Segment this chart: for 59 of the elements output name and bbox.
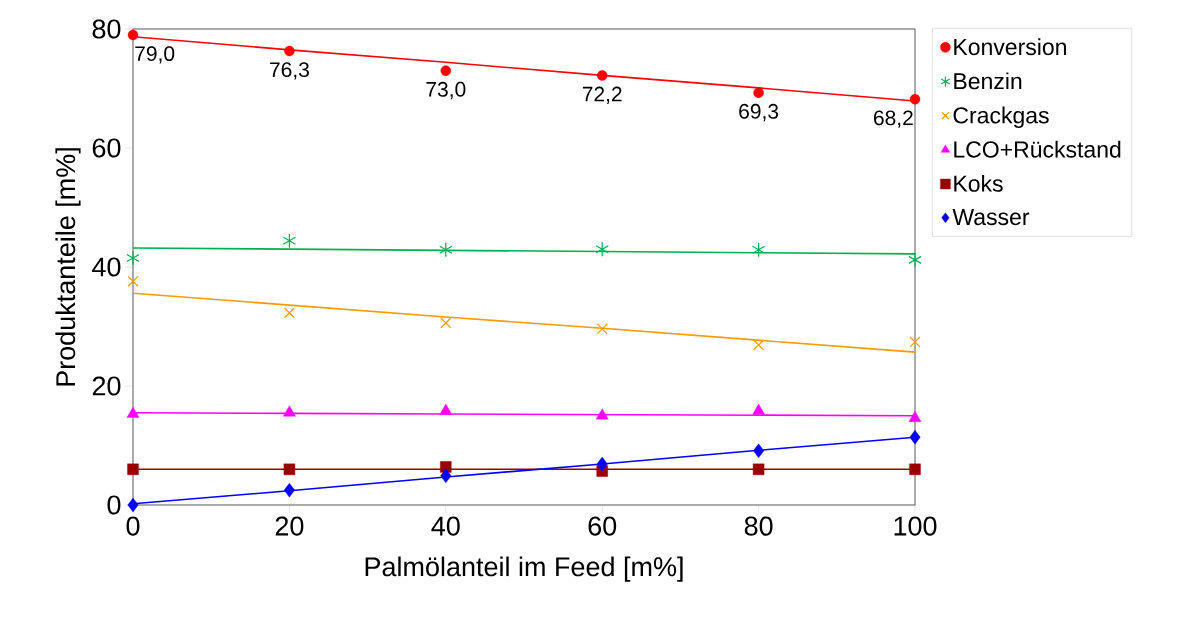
data-label: 79,0: [135, 46, 175, 64]
legend-label: Wasser: [952, 209, 1030, 226]
point: [127, 29, 139, 41]
point: [127, 463, 139, 475]
point: [283, 307, 295, 319]
point: [283, 405, 296, 417]
point: [440, 468, 452, 484]
point: [284, 45, 295, 57]
point: [909, 463, 921, 475]
point: [753, 339, 765, 351]
y-tick-label: 20: [92, 376, 121, 396]
x-tick-label: 0: [126, 516, 140, 536]
point: [909, 429, 921, 445]
point: [439, 403, 453, 415]
point: [127, 497, 139, 513]
point: [909, 94, 921, 105]
point: [440, 317, 452, 329]
legend-label: LCO+Rückstand: [954, 140, 1121, 158]
data-label: 72,2: [582, 86, 622, 104]
legend-label: Koks: [954, 174, 1003, 192]
point: [127, 275, 139, 287]
point: [753, 443, 765, 459]
point: [908, 252, 922, 268]
x-tick-label: 60: [588, 516, 617, 536]
x-tick-label: 20: [275, 516, 304, 536]
x-tick-label: 80: [744, 516, 773, 536]
point: [282, 233, 297, 249]
legend-label: Benzin: [954, 72, 1022, 90]
point: [753, 87, 764, 98]
point: [752, 403, 765, 415]
y-tick-label: 0: [107, 495, 121, 515]
legend-label: Crackgas: [953, 106, 1049, 129]
point: [126, 406, 140, 418]
point: [752, 463, 765, 475]
point: [597, 70, 608, 81]
point: [908, 410, 922, 422]
point: [283, 482, 295, 498]
legend-label: Konversion: [954, 38, 1066, 56]
y-tick-label: 80: [92, 19, 121, 39]
data-label: 76,3: [270, 62, 309, 80]
x-tick-label: 40: [431, 516, 460, 536]
x-tick-label: 100: [894, 516, 937, 536]
x-axis-title: Palmölanteil im Feed [m%]: [365, 556, 683, 582]
data-label: 69,3: [739, 103, 779, 122]
point: [595, 408, 609, 420]
y-axis-title: Produktanteile [m%]: [55, 148, 81, 386]
point: [595, 241, 609, 257]
point: [126, 250, 140, 266]
y-tick-label: 60: [92, 138, 121, 158]
point: [596, 456, 608, 472]
point: [909, 336, 921, 348]
point: [439, 242, 453, 258]
point: [751, 242, 766, 258]
point: [440, 65, 451, 76]
data-label: 73,0: [426, 81, 466, 100]
point: [283, 463, 296, 475]
y-tick-label: 40: [92, 257, 121, 277]
point: [596, 323, 608, 335]
data-label: 68,2: [874, 110, 913, 128]
